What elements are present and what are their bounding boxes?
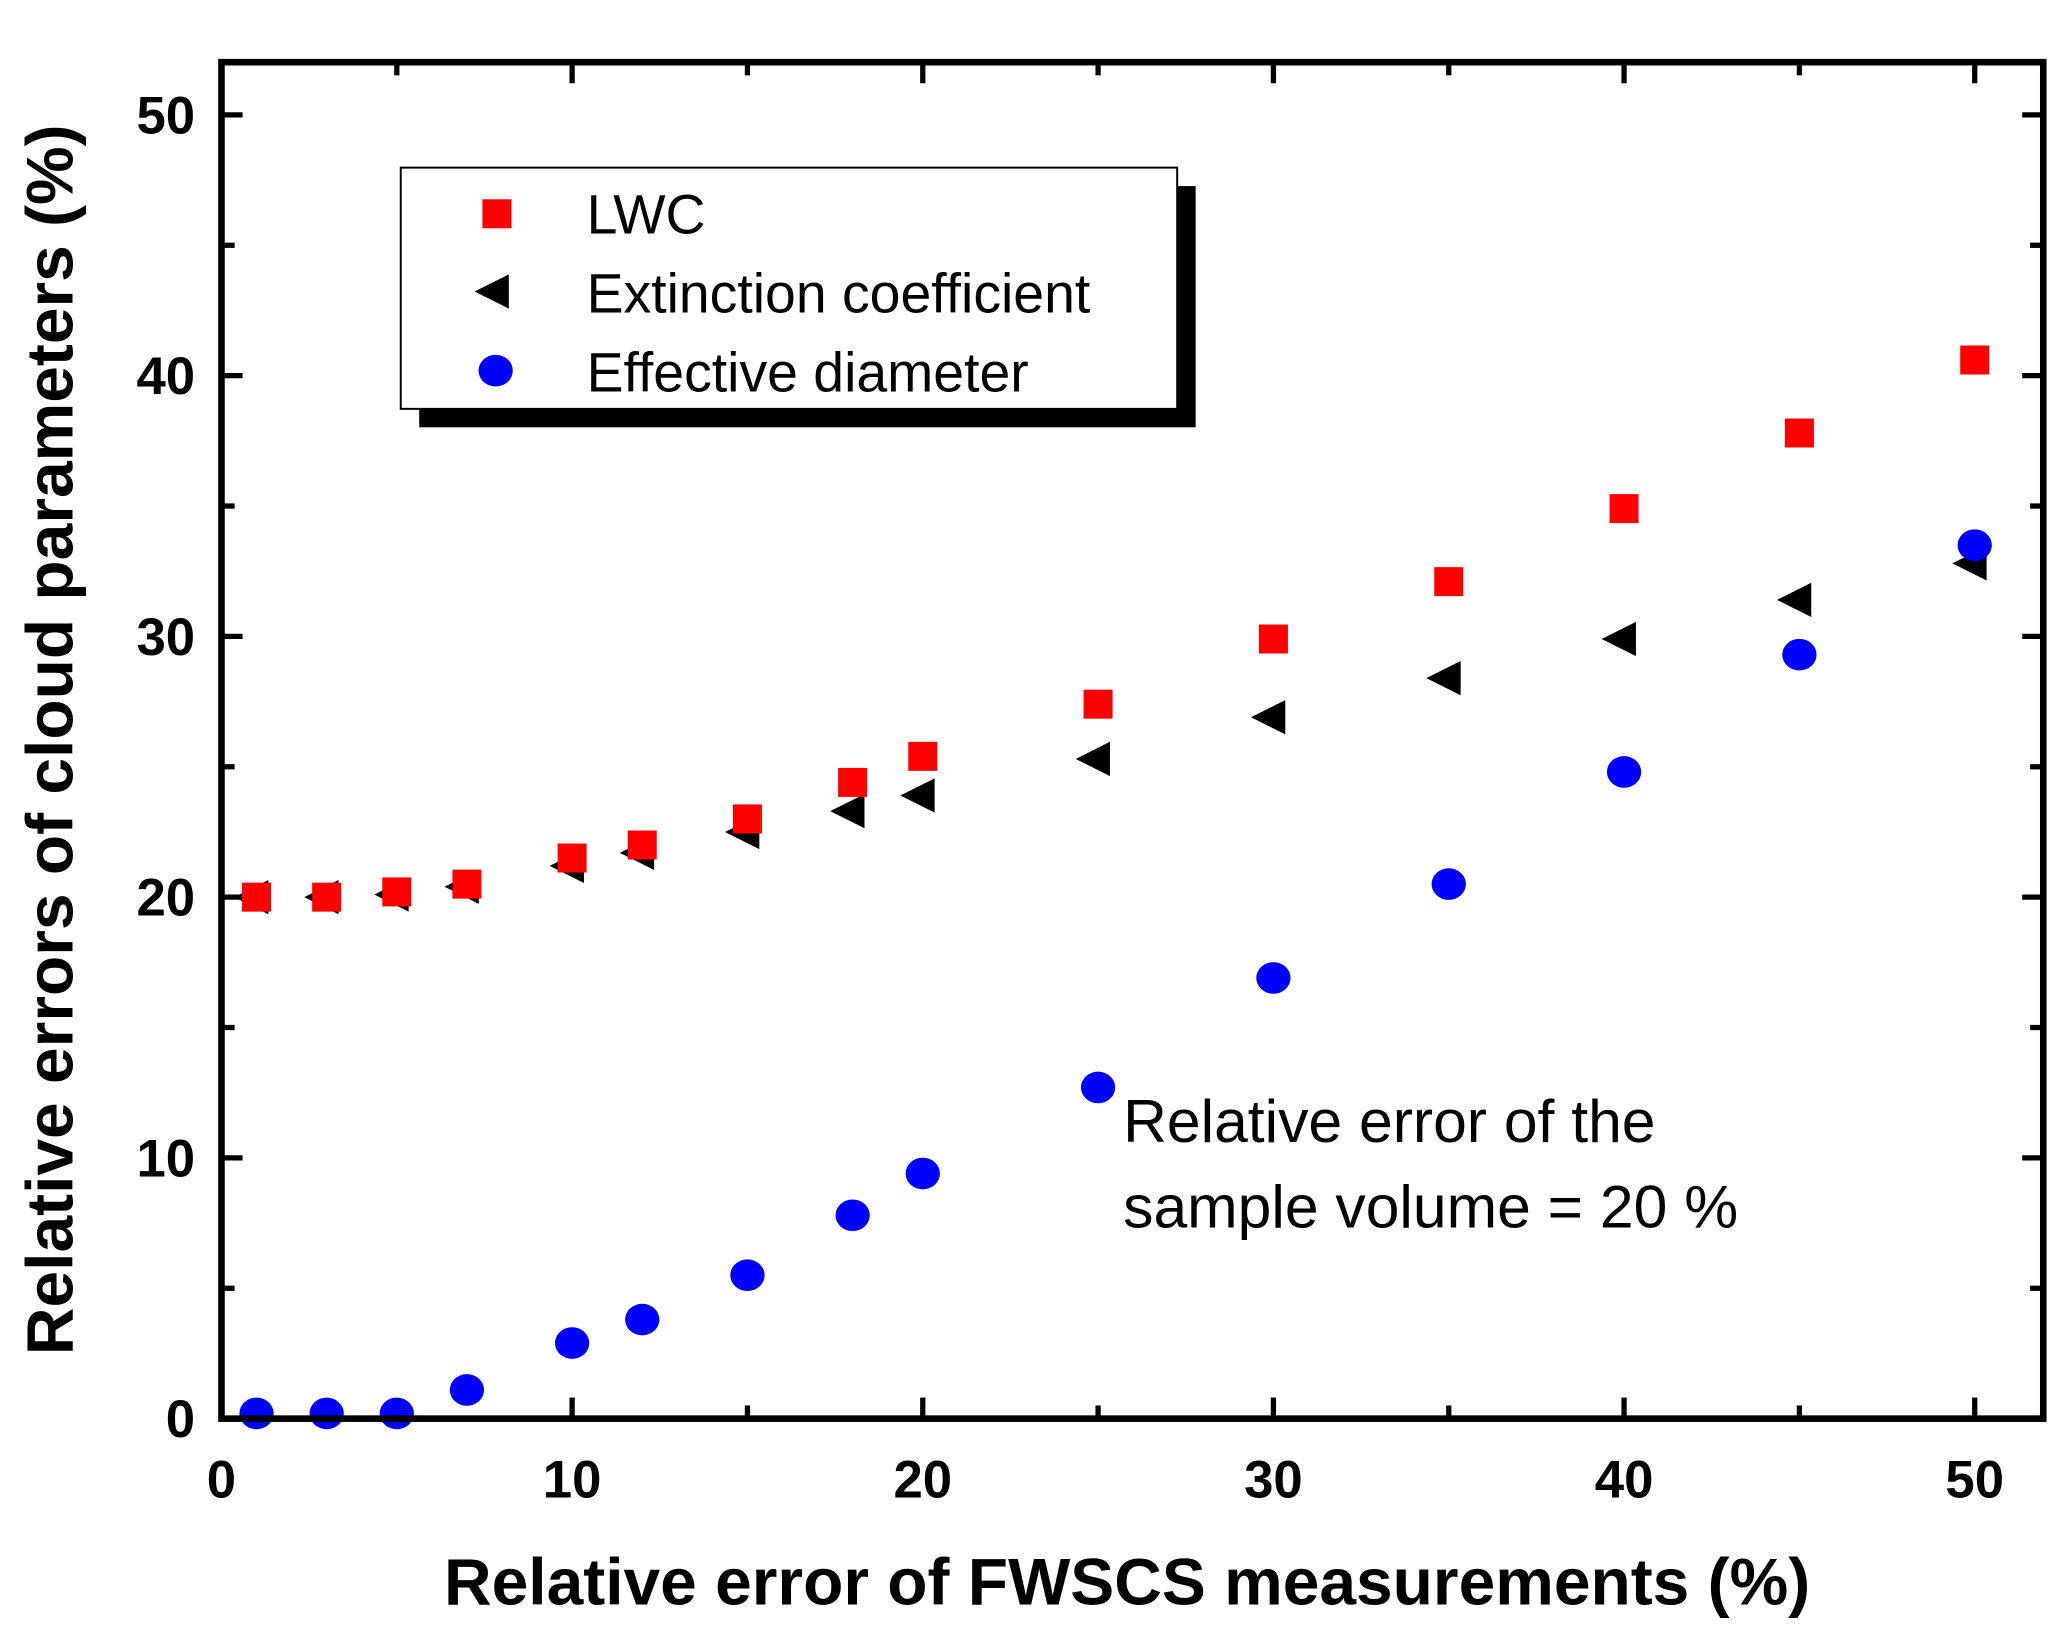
lwc-point (452, 869, 482, 899)
lwc-point (908, 741, 938, 771)
lwc-point (242, 882, 272, 912)
lwc-point (557, 843, 587, 873)
x-tick-label: 50 (1945, 1451, 2004, 1510)
lwc-point (1960, 345, 1990, 375)
extinction-point (1426, 660, 1461, 696)
lwc-point (382, 877, 412, 907)
diameter-point (239, 1397, 274, 1430)
legend-label-lwc: LWC (587, 184, 706, 246)
lwc-point (732, 804, 762, 834)
x-tick-label: 10 (543, 1451, 602, 1510)
diameter-point (309, 1397, 344, 1430)
extinction-point (1075, 741, 1110, 777)
y-tick-label: 30 (136, 608, 195, 667)
legend-circle-icon (478, 354, 513, 387)
y-tick-label: 0 (166, 1390, 195, 1449)
diameter-point (625, 1303, 660, 1336)
extinction-point (900, 778, 935, 813)
y-axis-title: Relative errors of cloud parameters (%) (13, 124, 87, 1355)
lwc-point (627, 830, 657, 860)
annotation-line-1: Relative error of the (1123, 1087, 1655, 1155)
x-tick-label: 0 (207, 1451, 236, 1510)
data-points (234, 345, 1992, 1430)
y-tick-label: 40 (136, 347, 195, 406)
extinction-point (1251, 700, 1286, 735)
x-tick-label: 30 (1244, 1451, 1303, 1510)
y-tick-label: 10 (136, 1129, 195, 1188)
lwc-point (838, 767, 868, 797)
x-axis-title: Relative error of FWSCS measurements (%) (444, 1545, 1810, 1619)
diameter-point (1431, 868, 1466, 900)
lwc-point (1083, 689, 1113, 719)
lwc-point (1434, 567, 1464, 597)
diameter-point (905, 1157, 940, 1190)
legend-label-extinction: Extinction coefficient (587, 263, 1091, 325)
x-tick-label: 20 (893, 1451, 952, 1510)
extinction-point (1776, 582, 1812, 618)
diameter-point (379, 1397, 414, 1430)
legend-triangle-icon (474, 274, 509, 309)
diameter-point (730, 1259, 765, 1292)
diameter-point (1256, 962, 1291, 994)
diameter-point (835, 1199, 870, 1232)
legend: LWC Extinction coefficient Effective dia… (399, 166, 1196, 428)
extinction-point (830, 793, 865, 829)
diameter-point (1782, 638, 1817, 671)
diameter-point (1957, 529, 1992, 561)
legend-box (399, 166, 1179, 410)
diameter-point (449, 1374, 485, 1406)
lwc-point (1609, 494, 1639, 524)
lwc-point (1784, 418, 1814, 448)
y-tick-label: 50 (136, 86, 195, 145)
diameter-point (1080, 1071, 1116, 1104)
legend-square-icon (482, 199, 512, 229)
x-tick-label: 40 (1595, 1451, 1654, 1510)
annotation-line-2: sample volume = 20 % (1123, 1172, 1738, 1240)
axis-ticks: 0 10 20 30 40 50 0 10 20 30 40 50 (136, 62, 2044, 1510)
diameter-point (554, 1327, 590, 1359)
lwc-point (1258, 624, 1288, 654)
y-tick-label: 20 (136, 869, 195, 928)
legend-label-diameter: Effective diameter (587, 342, 1029, 404)
lwc-point (312, 882, 342, 912)
extinction-point (1601, 621, 1636, 657)
diameter-point (1606, 756, 1642, 788)
plot-frame (218, 58, 2047, 1422)
